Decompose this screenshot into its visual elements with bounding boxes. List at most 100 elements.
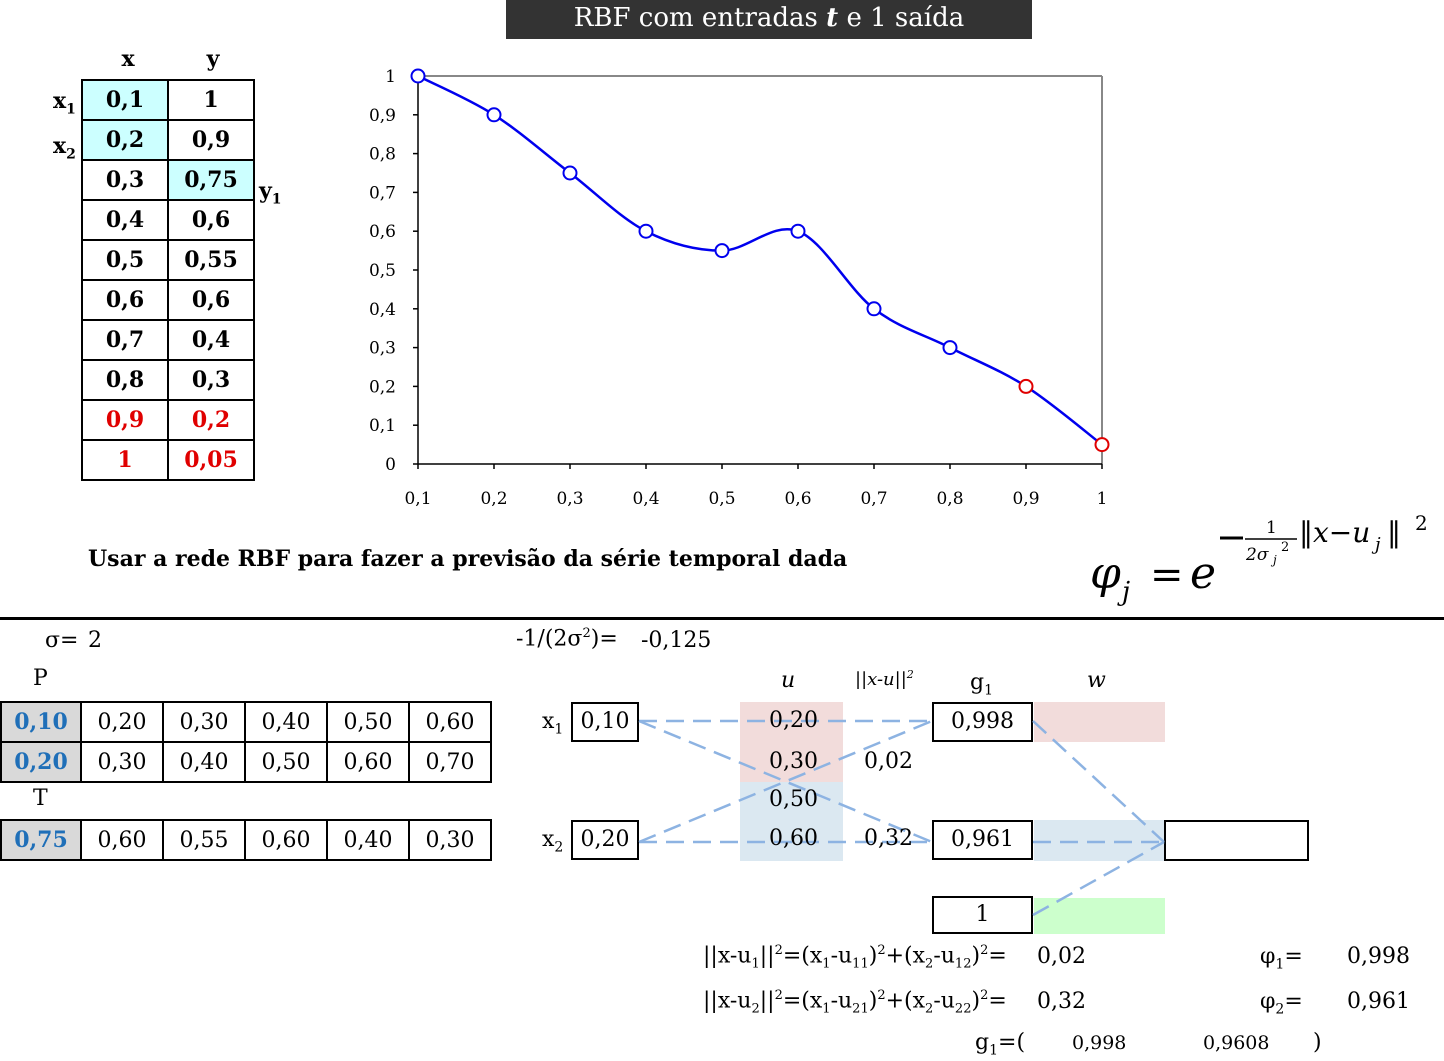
cell-y: 0,6 <box>167 279 255 321</box>
phi2-label: φ2= <box>1260 989 1303 1018</box>
table-row: 0,7 0,4 <box>81 319 255 361</box>
table-row: 0,5 0,55 <box>81 239 255 281</box>
dist-value-1: 0,02 <box>864 749 913 774</box>
cell-y: 0,4 <box>167 319 255 361</box>
cell-x: 0,3 <box>81 159 169 201</box>
cell-y: 0,75 <box>167 159 255 201</box>
p-cell: 0,50 <box>326 701 410 743</box>
cell-x: 0,1 <box>81 79 169 121</box>
coef-value: -0,125 <box>641 628 712 653</box>
x-tick-label: 0,4 <box>632 489 659 509</box>
x-tick-label: 0,6 <box>784 489 811 509</box>
label-x1: x1 <box>53 88 76 118</box>
exp-norm-sub: j <box>1371 534 1381 555</box>
y-tick-label: 0,4 <box>369 300 396 320</box>
y-tick-label: 0,3 <box>369 339 396 359</box>
y-tick-label: 0,2 <box>369 377 396 397</box>
w-shade-pink <box>1034 702 1165 742</box>
x-tick-label: 0,3 <box>556 489 583 509</box>
p-cell: 0,30 <box>80 741 164 783</box>
p-row: 0,10 0,20 0,30 0,40 0,50 0,60 <box>0 701 492 743</box>
cell-x: 0,6 <box>81 279 169 321</box>
t-cell: 0,55 <box>162 819 246 861</box>
y-tick-label: 0,1 <box>369 416 396 436</box>
exp-denominator-sup: 2 <box>1281 540 1289 555</box>
data-point <box>1018 378 1034 394</box>
table-row: 0,3 0,75 <box>81 159 255 201</box>
label-y1: y1 <box>259 178 282 208</box>
table-row: 0,6 0,6 <box>81 279 255 321</box>
data-point <box>942 340 958 356</box>
cell-y: 0,9 <box>167 119 255 161</box>
sigma-value: 2 <box>88 628 102 653</box>
t-matrix: 0,75 0,60 0,55 0,60 0,40 0,30 <box>0 819 492 861</box>
x-tick-label: 1 <box>1097 489 1108 509</box>
x-tick-label: 0,5 <box>708 489 735 509</box>
exp-denominator-sub: j <box>1270 553 1277 567</box>
data-point <box>638 223 654 239</box>
section-divider <box>0 617 1444 620</box>
cell-y: 1 <box>167 79 255 121</box>
g-header: g1 <box>970 670 994 699</box>
column-header-x: x <box>121 46 135 72</box>
data-point <box>486 107 502 123</box>
distance-formula-1: ||x-u1||2=(x1-u11)2+(x2-u12)2= <box>703 943 1007 972</box>
y-tick-label: 0,6 <box>369 222 396 242</box>
exp-norm: ‖x−u <box>1299 516 1370 549</box>
cell-x: 0,8 <box>81 359 169 401</box>
data-point <box>714 243 730 259</box>
t-row: 0,75 0,60 0,55 0,60 0,40 0,30 <box>0 819 492 861</box>
x-tick-label: 0,8 <box>936 489 963 509</box>
p-row: 0,20 0,30 0,40 0,50 0,60 0,70 <box>0 741 492 783</box>
g1-close: ) <box>1313 1030 1322 1055</box>
w-header: w <box>1087 668 1106 693</box>
t-cell: 0,60 <box>80 819 164 861</box>
x2-label: x2 <box>542 827 564 856</box>
w-shade-green <box>1034 898 1165 934</box>
phi1-label: φ1= <box>1260 944 1303 973</box>
p-cell: 0,20 <box>80 701 164 743</box>
t-cell: 0,40 <box>326 819 410 861</box>
title-var: t <box>826 3 839 33</box>
exp-denominator: 2σ <box>1245 545 1269 565</box>
title-suffix: e 1 saída <box>846 3 965 33</box>
p-cell: 0,20 <box>0 741 82 783</box>
g-node-1: 0,998 <box>932 702 1033 742</box>
table-row: 0,8 0,3 <box>81 359 255 401</box>
u-header: u <box>781 668 796 693</box>
g1-term-b: 0,9608 <box>1203 1032 1270 1054</box>
p-cell: 0,40 <box>162 741 246 783</box>
table-row: 0,1 1 <box>81 79 255 121</box>
exp-norm-sup: 2 <box>1415 511 1428 535</box>
cell-x: 0,5 <box>81 239 169 281</box>
x-tick-label: 0,2 <box>480 489 507 509</box>
cell-y: 0,05 <box>167 439 255 481</box>
u-value-21: 0,50 <box>769 787 818 812</box>
u-value-11: 0,20 <box>769 708 818 733</box>
y-tick-label: 0,8 <box>369 145 396 165</box>
table-row: 0,9 0,2 <box>81 399 255 441</box>
p-label: P <box>33 666 48 691</box>
phi-equals: = <box>1150 552 1184 598</box>
u-value-22: 0,60 <box>769 826 818 851</box>
p-cell: 0,60 <box>408 701 492 743</box>
x2-input-node: 0,20 <box>571 820 639 860</box>
t-cell: 0,75 <box>0 819 82 861</box>
p-cell: 0,50 <box>244 741 328 783</box>
cell-x: 1 <box>81 439 169 481</box>
y-tick-label: 0 <box>385 455 396 475</box>
distance-formula-2: ||x-u2||2=(x1-u21)2+(x2-u22)2= <box>703 988 1007 1017</box>
coef-label: -1/(2σ2)= <box>516 626 618 652</box>
series-table: 0,1 1 0,2 0,9 0,3 0,75 0,4 0,6 0,5 0,55 0,6 0,6 0,7 0… <box>81 79 255 481</box>
y-tick-label: 0,7 <box>369 183 396 203</box>
bias-node: 1 <box>932 896 1033 934</box>
x1-input-node: 0,10 <box>571 702 639 742</box>
x-tick-label: 0,9 <box>1012 489 1039 509</box>
p-cell: 0,70 <box>408 741 492 783</box>
p-cell: 0,60 <box>326 741 410 783</box>
cell-y: 0,2 <box>167 399 255 441</box>
x1-label: x1 <box>542 709 564 738</box>
dist-header: ||x-u||2 <box>855 668 914 690</box>
cell-x: 0,4 <box>81 199 169 241</box>
column-header-y: y <box>206 46 220 72</box>
